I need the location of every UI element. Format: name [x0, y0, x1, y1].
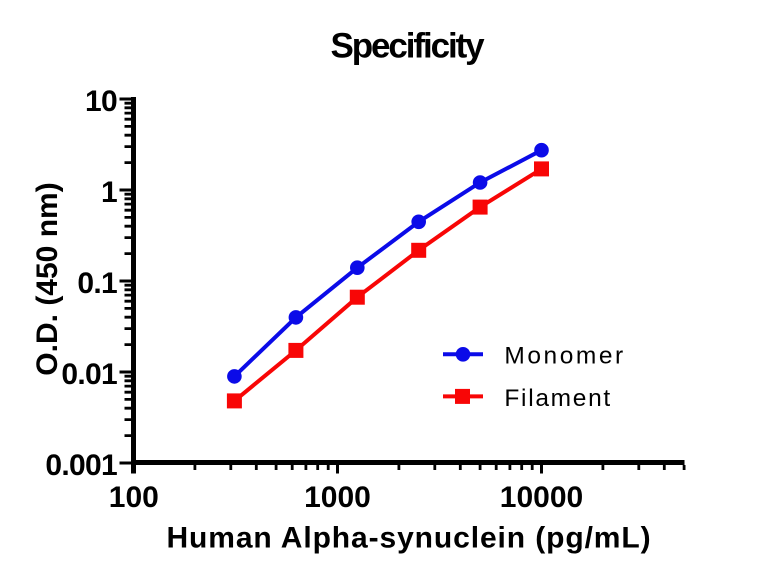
- svg-text:Human Alpha-synuclein (pg/mL): Human Alpha-synuclein (pg/mL): [166, 521, 651, 554]
- svg-text:Filament: Filament: [504, 385, 612, 412]
- svg-text:1000: 1000: [304, 481, 371, 514]
- svg-text:O.D. (450 nm): O.D. (450 nm): [31, 182, 64, 375]
- svg-text:100: 100: [109, 481, 159, 514]
- svg-text:0.1: 0.1: [77, 267, 117, 300]
- svg-text:Specificity: Specificity: [331, 27, 486, 66]
- svg-text:0.001: 0.001: [45, 449, 117, 482]
- svg-text:0.01: 0.01: [61, 358, 117, 391]
- svg-text:10: 10: [85, 85, 117, 118]
- svg-text:10000: 10000: [500, 481, 583, 514]
- svg-text:Monomer: Monomer: [504, 343, 625, 370]
- svg-text:1: 1: [101, 176, 117, 209]
